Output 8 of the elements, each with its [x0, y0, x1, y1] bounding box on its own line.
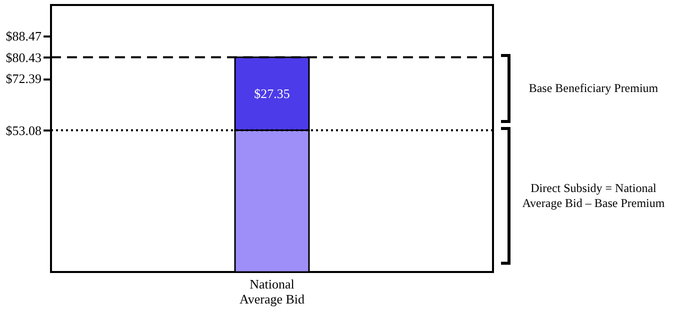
y-tick-label: $80.43 [6, 50, 42, 65]
y-tick-label: $88.47 [6, 28, 42, 44]
y-tick-label: $53.08 [6, 122, 42, 138]
y-tick-label: $72.39 [6, 71, 42, 86]
text: Direct Subsidy = National Average Bid – Base Premium [521, 181, 666, 212]
text: Base Beneficiary Premium [528, 81, 660, 96]
data-label: $27.35 [254, 86, 290, 101]
x-tick-label: National Average Bid [239, 276, 306, 306]
